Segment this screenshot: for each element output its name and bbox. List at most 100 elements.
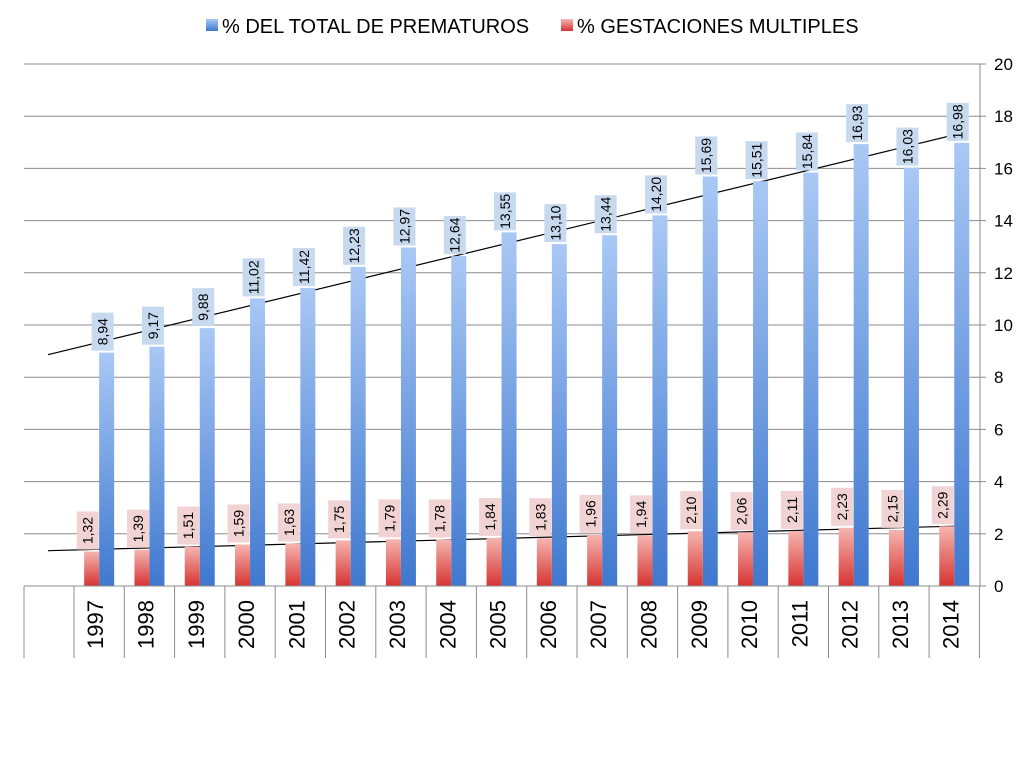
x-tick-label: 2000 — [234, 600, 259, 649]
bar-prematuros — [551, 244, 567, 586]
x-tick-label: 2003 — [385, 600, 410, 649]
bar-gestaciones — [385, 539, 401, 586]
bar-prematuros — [753, 181, 769, 586]
data-label-bg-gestaciones — [76, 511, 99, 550]
legend-label-gestaciones: % GESTACIONES MULTIPLES — [577, 16, 859, 38]
x-tick-label: 1999 — [184, 600, 209, 649]
data-label-bg-gestaciones — [277, 503, 300, 542]
x-tick-label: 2007 — [586, 600, 611, 649]
bar-prematuros — [451, 256, 467, 586]
data-label-prematuros: 13,44 — [598, 196, 614, 231]
data-label-gestaciones: 1,94 — [633, 501, 649, 528]
data-label-bg-gestaciones — [378, 499, 401, 538]
data-label-bg-prematuros — [544, 204, 567, 243]
legend-swatch-prematuros — [206, 19, 218, 31]
data-label-prematuros: 9,88 — [195, 293, 211, 320]
bar-gestaciones — [235, 544, 251, 586]
axes: 0 2 4 6 8 10 12 14 16 18 20 1997 1998 1999 2000 2001 200… — [23, 55, 1013, 658]
bar-gestaciones — [436, 539, 452, 586]
y-tick-label: 12 — [994, 264, 1013, 283]
data-label-gestaciones: 1,75 — [331, 505, 347, 532]
x-tick-label: 2005 — [486, 600, 511, 649]
legend-swatch-gestaciones — [561, 19, 573, 31]
data-label-bg-gestaciones — [126, 509, 149, 548]
data-label-bg-prematuros — [745, 141, 768, 180]
data-label-prematuros: 14,20 — [648, 177, 664, 212]
bar-prematuros — [400, 247, 416, 586]
bar-prematuros — [350, 266, 366, 586]
bar-prematuros — [501, 232, 517, 586]
data-label-gestaciones: 1,39 — [130, 515, 146, 542]
x-tick-label: 1997 — [83, 600, 108, 649]
data-label-bg-gestaciones — [931, 486, 954, 525]
data-label-prematuros: 12,64 — [447, 217, 463, 252]
data-label-gestaciones: 2,29 — [935, 491, 951, 518]
data-label-bg-gestaciones — [177, 506, 200, 545]
bar-prematuros — [853, 144, 869, 586]
bar-gestaciones — [939, 526, 955, 586]
data-label-prematuros: 13,10 — [547, 205, 563, 240]
x-tick-label: 2014 — [938, 600, 963, 649]
data-label-gestaciones: 2,06 — [734, 497, 750, 524]
data-label-gestaciones: 1,51 — [180, 512, 196, 539]
data-label-bg-gestaciones — [780, 490, 803, 529]
data-label-bg-gestaciones — [328, 500, 351, 539]
bar-gestaciones — [788, 530, 804, 586]
bar-gestaciones — [84, 551, 100, 586]
bar-gestaciones — [838, 527, 854, 586]
y-tick-label: 10 — [994, 316, 1013, 335]
bar-prematuros — [652, 215, 668, 586]
bar-prematuros — [702, 176, 718, 586]
data-label-gestaciones: 1,78 — [432, 505, 448, 532]
data-label-bg-gestaciones — [479, 497, 502, 536]
data-label-gestaciones: 1,32 — [80, 517, 96, 544]
x-tick-label: 2001 — [284, 600, 309, 649]
data-label-gestaciones: 1,96 — [583, 500, 599, 527]
bar-prematuros — [149, 346, 165, 586]
data-label-bg-prematuros — [192, 288, 215, 327]
bar-gestaciones — [184, 546, 200, 586]
x-tick-label: 2013 — [888, 600, 913, 649]
data-label-gestaciones: 1,79 — [381, 504, 397, 531]
y-tick-label: 2 — [994, 525, 1003, 544]
data-label-bg-gestaciones — [428, 499, 451, 538]
bar-gestaciones — [637, 535, 653, 586]
data-label-gestaciones: 1,59 — [231, 510, 247, 537]
bar-gestaciones — [687, 531, 703, 586]
bars — [84, 142, 970, 587]
bar-prematuros — [250, 298, 266, 586]
x-tick-label: 2010 — [737, 600, 762, 649]
data-label-prematuros: 9,17 — [145, 312, 161, 339]
legend: % DEL TOTAL DE PREMATUROS % GESTACIONES … — [206, 16, 859, 38]
data-label-bg-prematuros — [141, 306, 164, 345]
y-tick-label: 0 — [994, 577, 1003, 596]
bar-gestaciones — [888, 529, 904, 586]
data-label-gestaciones: 1,83 — [532, 503, 548, 530]
data-label-bg-prematuros — [292, 247, 315, 286]
legend-label-prematuros: % DEL TOTAL DE PREMATUROS — [222, 16, 529, 38]
data-label-bg-prematuros — [695, 136, 718, 175]
bar-gestaciones — [486, 537, 502, 586]
y-tick-label: 6 — [994, 420, 1003, 439]
data-label-bg-gestaciones — [730, 492, 753, 531]
x-tick-label: 2011 — [787, 600, 812, 647]
data-label-prematuros: 13,55 — [497, 194, 513, 229]
data-label-bg-prematuros — [896, 127, 919, 166]
data-label-gestaciones: 1,84 — [482, 503, 498, 530]
bar-gestaciones — [536, 538, 552, 586]
y-tick-label: 4 — [994, 473, 1003, 492]
legend-item-prematuros: % DEL TOTAL DE PREMATUROS — [206, 16, 529, 38]
bar-prematuros — [803, 172, 819, 587]
data-label-gestaciones: 2,10 — [683, 496, 699, 523]
x-tick-label: 2009 — [687, 600, 712, 649]
bar-gestaciones — [587, 534, 603, 586]
x-tick-label: 2012 — [838, 600, 863, 649]
data-label-bg-gestaciones — [529, 498, 552, 537]
data-label-gestaciones: 1,63 — [281, 509, 297, 536]
y-tick-label: 8 — [994, 368, 1003, 387]
data-label-bg-prematuros — [393, 207, 416, 246]
data-label-gestaciones: 2,11 — [784, 497, 800, 523]
bar-gestaciones — [335, 540, 351, 586]
bar-prematuros — [602, 235, 618, 586]
data-label-bg-gestaciones — [579, 494, 602, 533]
